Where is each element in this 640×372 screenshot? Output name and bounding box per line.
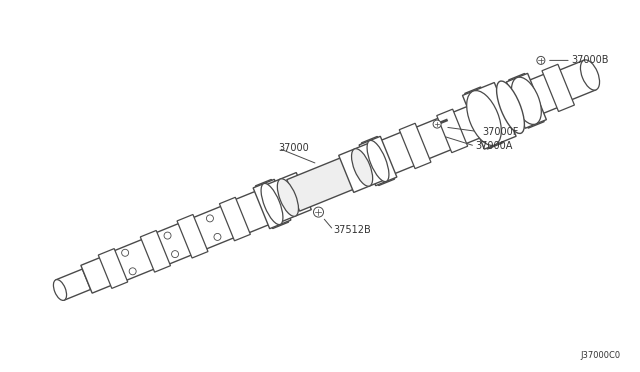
Polygon shape [228,187,279,236]
Text: 37000A: 37000A [475,141,513,151]
Polygon shape [371,129,422,178]
Polygon shape [339,142,385,192]
Ellipse shape [53,280,67,301]
Polygon shape [56,269,91,300]
Text: 37000F: 37000F [482,127,518,137]
Text: 37000: 37000 [278,143,309,153]
Polygon shape [436,109,468,153]
Polygon shape [506,73,547,128]
Polygon shape [149,221,199,267]
Polygon shape [498,82,534,128]
Polygon shape [520,71,565,118]
Polygon shape [399,123,431,169]
Polygon shape [255,179,289,228]
Polygon shape [186,203,241,252]
Polygon shape [177,215,208,258]
Polygon shape [465,87,503,149]
Ellipse shape [261,183,283,225]
Ellipse shape [367,140,389,182]
Polygon shape [99,248,128,288]
Circle shape [207,215,214,222]
Ellipse shape [467,90,501,145]
Polygon shape [264,173,311,222]
Polygon shape [140,231,170,272]
Ellipse shape [277,179,298,217]
Circle shape [172,251,179,258]
Ellipse shape [351,149,372,186]
Polygon shape [81,254,118,293]
Polygon shape [552,60,596,103]
Circle shape [129,268,136,275]
Circle shape [122,249,129,256]
Circle shape [214,233,221,240]
Polygon shape [463,83,516,149]
Polygon shape [542,64,575,112]
Polygon shape [253,179,291,229]
Ellipse shape [497,81,524,134]
Text: 37000B: 37000B [571,55,609,65]
Polygon shape [509,74,544,128]
Circle shape [537,57,545,64]
Circle shape [314,207,323,217]
Polygon shape [409,115,459,162]
Text: J37000C0: J37000C0 [580,351,620,360]
Polygon shape [107,237,161,283]
Polygon shape [220,197,250,241]
Ellipse shape [580,60,600,90]
Polygon shape [446,102,490,147]
Polygon shape [287,154,363,211]
Circle shape [433,120,441,128]
Text: 37512B: 37512B [333,225,371,235]
Polygon shape [359,136,397,186]
Polygon shape [362,137,395,186]
Ellipse shape [511,77,541,125]
Circle shape [164,232,171,239]
